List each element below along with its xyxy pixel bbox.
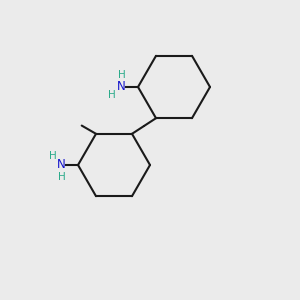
Text: H: H (108, 90, 116, 100)
Text: N: N (57, 158, 66, 172)
Text: H: H (118, 70, 125, 80)
Text: N: N (117, 80, 126, 94)
Text: H: H (58, 172, 65, 182)
Text: H: H (49, 151, 56, 161)
